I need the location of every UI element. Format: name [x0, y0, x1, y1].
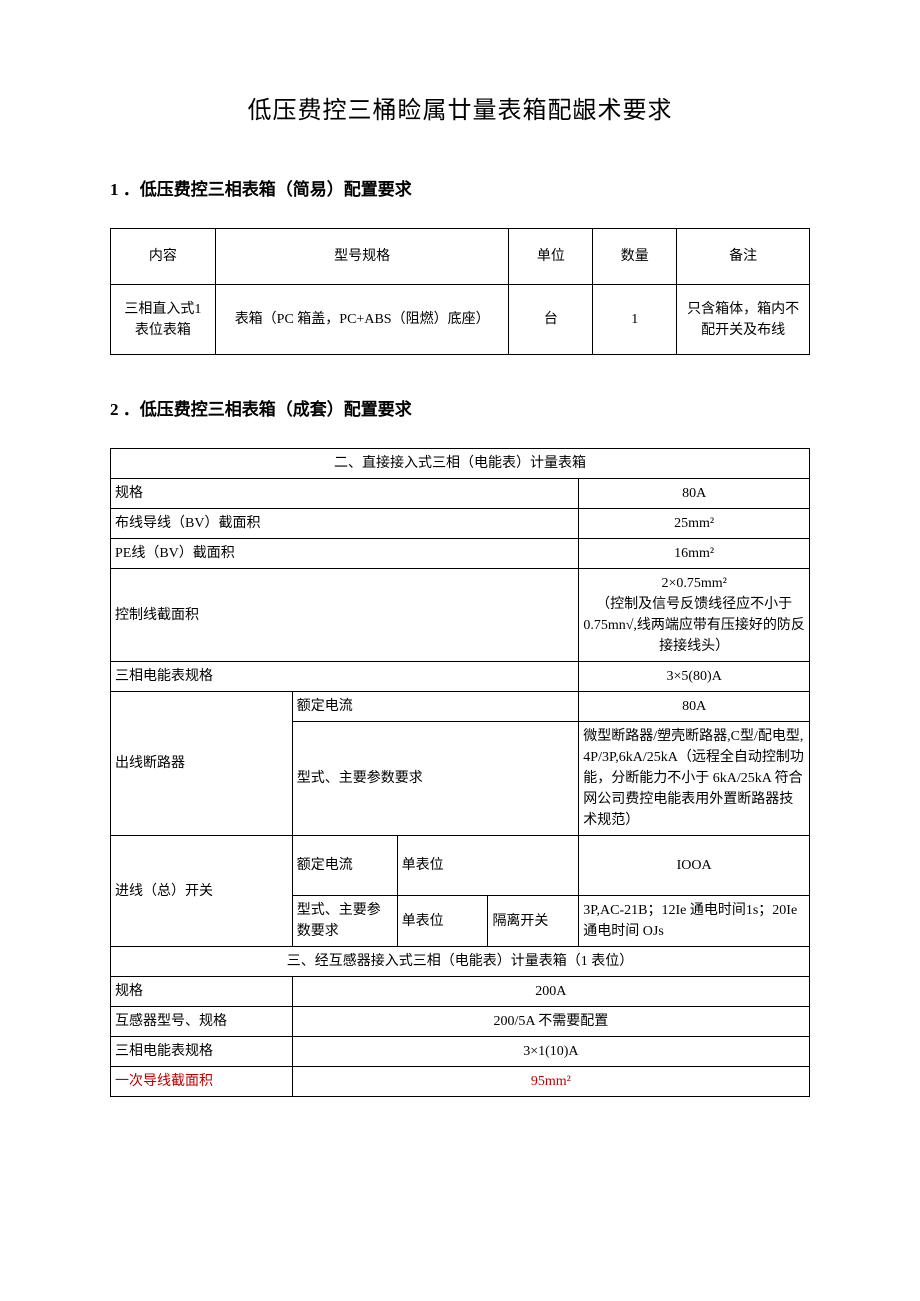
label-ctrl: 控制线截面积: [111, 569, 579, 662]
td-remark: 只含箱体，箱内不配开关及布线: [677, 285, 810, 355]
section-header-b: 三、经互感器接入式三相（电能表）计量表箱（1 表位）: [111, 947, 810, 977]
table-row: 出线断路器 额定电流 80A: [111, 692, 810, 722]
th-content: 内容: [111, 229, 216, 285]
th-model: 型号规格: [215, 229, 509, 285]
label-out-breaker: 出线断路器: [111, 692, 293, 836]
value-primary: 95mm²: [292, 1067, 809, 1097]
value-pe: 16mm²: [579, 539, 810, 569]
table-row: 三相电能表规格 3×5(80)A: [111, 662, 810, 692]
value-spec2: 200A: [292, 977, 809, 1007]
value-out-current: 80A: [579, 692, 810, 722]
value-meter2: 3×1(10)A: [292, 1037, 809, 1067]
value-spec: 80A: [579, 479, 810, 509]
table-row: 进线（总）开关 额定电流 单表位 IOOA: [111, 836, 810, 896]
value-ctrl: 2×0.75mm²（控制及信号反馈线径应不小于 0.75mn√,线两端应带有压接…: [579, 569, 810, 662]
label-out-current: 额定电流: [292, 692, 579, 722]
label-meter2: 三相电能表规格: [111, 1037, 293, 1067]
label-pe: PE线（BV）截面积: [111, 539, 579, 569]
table-row: PE线（BV）截面积 16mm²: [111, 539, 810, 569]
table-row: 控制线截面积 2×0.75mm²（控制及信号反馈线径应不小于 0.75mn√,线…: [111, 569, 810, 662]
td-model: 表箱（PC 箱盖，PC+ABS（阻燃）底座）: [215, 285, 509, 355]
value-meter: 3×5(80)A: [579, 662, 810, 692]
table-row: 布线导线（BV）截面积 25mm²: [111, 509, 810, 539]
value-ct: 200/5A 不需要配置: [292, 1007, 809, 1037]
label-in-type: 型式、主要参数要求: [292, 896, 397, 947]
table-full-config: 二、直接接入式三相（电能表）计量表箱 规格 80A 布线导线（BV）截面积 25…: [110, 448, 810, 1097]
value-in-type: 3P,AC-21B；12Ie 通电时间1s；20Ie 通电时间 OJs: [579, 896, 810, 947]
label-ct: 互感器型号、规格: [111, 1007, 293, 1037]
value-bv: 25mm²: [579, 509, 810, 539]
table-row: 规格 200A: [111, 977, 810, 1007]
td-qty: 1: [593, 285, 677, 355]
table-header-row: 内容 型号规格 单位 数量 备注: [111, 229, 810, 285]
table-row: 三相电能表规格 3×1(10)A: [111, 1037, 810, 1067]
value-in-current: IOOA: [579, 836, 810, 896]
section-header-a: 二、直接接入式三相（电能表）计量表箱: [111, 449, 810, 479]
table-row: 规格 80A: [111, 479, 810, 509]
th-qty: 数量: [593, 229, 677, 285]
section1-heading: 1 ．低压费控三相表箱（简易）配置要求: [110, 175, 810, 200]
label-bv: 布线导线（BV）截面积: [111, 509, 579, 539]
table-simple-config: 内容 型号规格 单位 数量 备注 三相直入式1 表位表箱 表箱（PC 箱盖，PC…: [110, 228, 810, 355]
table-row: 互感器型号、规格 200/5A 不需要配置: [111, 1007, 810, 1037]
label-in-sub2a: 单表位: [397, 896, 488, 947]
label-primary: 一次导线截面积: [111, 1067, 293, 1097]
label-in-sub2b: 隔离开关: [488, 896, 579, 947]
section2-heading: 2 ．低压费控三相表箱（成套）配置要求: [110, 395, 810, 420]
section-header-row: 三、经互感器接入式三相（电能表）计量表箱（1 表位）: [111, 947, 810, 977]
label-spec2: 规格: [111, 977, 293, 1007]
page-title: 低压费控三桶睑属廿量表箱配龈术要求: [110, 90, 810, 125]
label-in-sub1: 单表位: [397, 836, 579, 896]
label-out-type: 型式、主要参数要求: [292, 722, 579, 836]
label-spec: 规格: [111, 479, 579, 509]
table-row: 一次导线截面积 95mm²: [111, 1067, 810, 1097]
th-remark: 备注: [677, 229, 810, 285]
section-header-row: 二、直接接入式三相（电能表）计量表箱: [111, 449, 810, 479]
label-in-current: 额定电流: [292, 836, 397, 896]
td-unit: 台: [509, 285, 593, 355]
label-meter: 三相电能表规格: [111, 662, 579, 692]
value-out-type: 微型断路器/塑壳断路器,C型/配电型, 4P/3P,6kA/25kA（远程全自动…: [579, 722, 810, 836]
label-in-switch: 进线（总）开关: [111, 836, 293, 947]
table-row: 三相直入式1 表位表箱 表箱（PC 箱盖，PC+ABS（阻燃）底座） 台 1 只…: [111, 285, 810, 355]
th-unit: 单位: [509, 229, 593, 285]
td-content: 三相直入式1 表位表箱: [111, 285, 216, 355]
